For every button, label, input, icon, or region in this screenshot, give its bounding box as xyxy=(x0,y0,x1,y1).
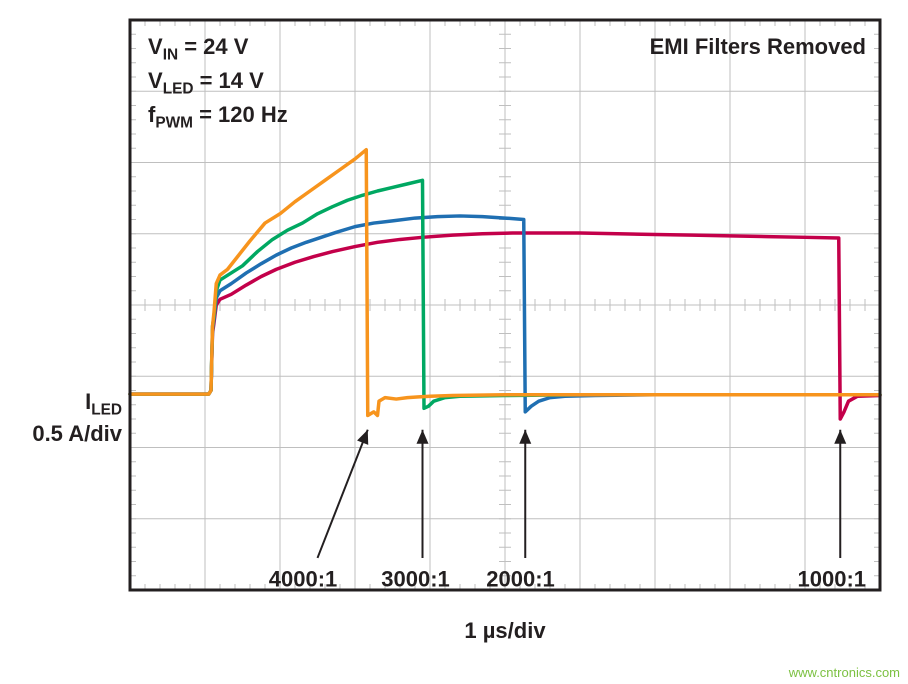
watermark: www.cntronics.com xyxy=(789,665,900,680)
y-label-line2: 0.5 A/div xyxy=(32,421,122,446)
arrow-label-1000:1: 1000:1 xyxy=(798,566,867,591)
y-axis-label: ILED 0.5 A/div xyxy=(10,388,122,447)
info-line-2: fPWM = 120 Hz xyxy=(148,100,288,134)
x-axis-label: 1 µs/div xyxy=(130,618,880,644)
arrow-label-4000:1: 4000:1 xyxy=(269,566,338,591)
info-line-1: VLED = 14 V xyxy=(148,66,288,100)
info-box: VIN = 24 VVLED = 14 VfPWM = 120 Hz xyxy=(148,32,288,135)
y-label-line1: ILED xyxy=(85,389,122,414)
arrow-label-2000:1: 2000:1 xyxy=(486,566,555,591)
oscilloscope-plot: 4000:1 3000:1 2000:1 1000:1 xyxy=(0,0,908,684)
arrow-label-3000:1: 3000:1 xyxy=(381,566,450,591)
title-right: EMI Filters Removed xyxy=(650,34,866,60)
info-line-0: VIN = 24 V xyxy=(148,32,288,66)
